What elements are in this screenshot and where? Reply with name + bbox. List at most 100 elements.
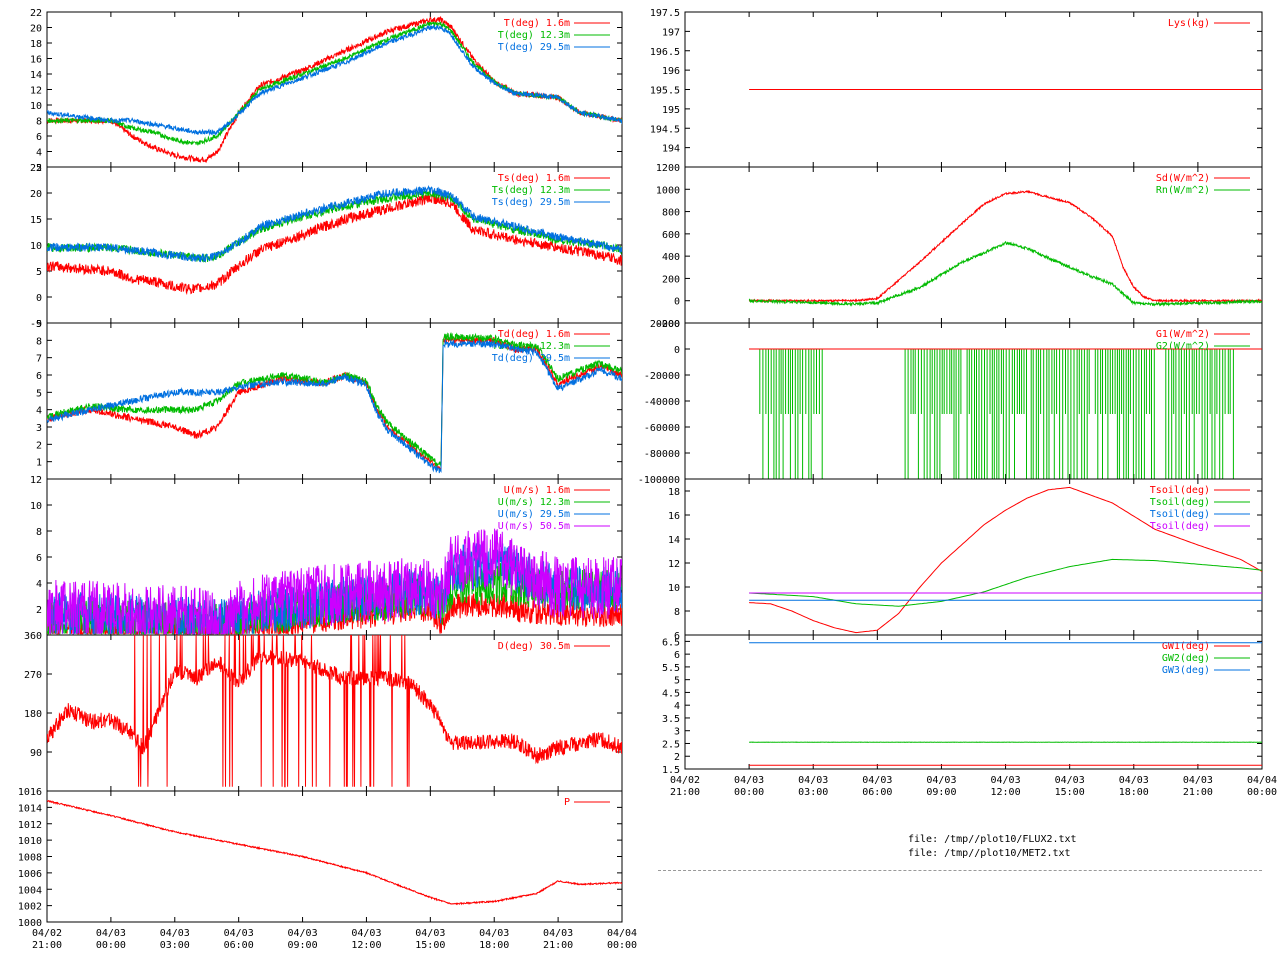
series-line-0	[748, 189, 1262, 304]
series-line-1	[748, 240, 1262, 307]
legend-label: Td(deg) 29.5m	[492, 353, 570, 364]
y-tick-label: 20	[30, 189, 42, 200]
legend-label: Tsoil(deg)	[1150, 485, 1210, 496]
legend-label: Lys(kg)	[1168, 18, 1210, 29]
file-notes: file: /tmp//plot10/FLUX2.txt file: /tmp/…	[908, 833, 1077, 861]
series-line-2	[47, 339, 622, 474]
x-tick-time: 21:00	[1183, 787, 1213, 798]
y-tick-label: 9	[36, 319, 42, 330]
legend-label: G2(W/m^2)	[1156, 341, 1210, 352]
y-tick-label: 197.5	[650, 8, 680, 19]
y-tick-label: 8	[36, 527, 42, 538]
x-tick-time: 03:00	[798, 787, 828, 798]
legend-label: Ts(deg) 12.3m	[492, 185, 570, 196]
y-tick-label: 10	[668, 583, 680, 594]
y-tick-label: 3.5	[662, 714, 680, 725]
y-tick-label: 1002	[18, 902, 42, 913]
x-tick-time: 09:00	[926, 787, 956, 798]
legend-label: Tsoil(deg)	[1150, 497, 1210, 508]
y-tick-label: 10	[30, 241, 42, 252]
x-tick-date: 04/03	[543, 928, 573, 939]
y-tick-label: -5	[30, 319, 42, 330]
y-tick-label: 8	[36, 336, 42, 347]
y-tick-label: 7	[36, 354, 42, 365]
y-tick-label: 15	[30, 215, 42, 226]
x-tick-time: 00:00	[607, 940, 637, 951]
y-tick-label: 1	[36, 458, 42, 469]
series-line-1	[749, 558, 1262, 607]
legend-label: Ts(deg) 29.5m	[492, 197, 570, 208]
y-tick-label: -40000	[644, 397, 680, 408]
y-tick-label: 1000	[18, 918, 42, 929]
y-tick-label: 194.5	[650, 124, 680, 135]
panel-lysimeter: 194 194.5 195 195.5 196 196.5 197 197.5 Lys(kg)	[650, 8, 1263, 168]
x-tick-date: 04/03	[1183, 775, 1213, 786]
x-tick-time: 21:00	[670, 787, 700, 798]
legend-label: Td(deg) 1.6m	[498, 329, 570, 340]
panel-wind-direction: 90 180 270 360 D(deg) 30.5m	[24, 631, 623, 792]
legend-label: Td(deg) 12.3m	[492, 341, 570, 352]
y-tick-label: 600	[662, 230, 680, 241]
y-tick-label: 20	[30, 24, 42, 35]
x-tick-time: 00:00	[734, 787, 764, 798]
y-tick-label: 4	[674, 701, 680, 712]
x-tick-date: 04/03	[415, 928, 445, 939]
y-tick-label: -20000	[644, 371, 680, 382]
series-line-0	[47, 192, 622, 296]
x-tick-date: 04/04	[607, 928, 637, 939]
y-tick-label: 20000	[650, 319, 680, 330]
y-tick-label: 10	[30, 101, 42, 112]
y-tick-label: 5	[36, 267, 42, 278]
x-tick-time: 18:00	[479, 940, 509, 951]
y-tick-label: 16	[668, 511, 680, 522]
y-tick-label: 6	[36, 553, 42, 564]
panel-frame	[46, 790, 623, 923]
legend-label: U(m/s) 12.3m	[498, 497, 570, 508]
series-line-1	[759, 349, 1234, 479]
y-tick-label: 3	[674, 727, 680, 738]
y-tick-label: 270	[24, 670, 42, 681]
y-tick-label: 196.5	[650, 47, 680, 58]
divider	[658, 870, 1262, 871]
legend-label: Ts(deg) 1.6m	[498, 173, 570, 184]
y-tick-label: 22	[30, 8, 42, 19]
y-tick-label: 196	[662, 66, 680, 77]
x-tick-time: 12:00	[991, 787, 1021, 798]
x-tick-date: 04/03	[1055, 775, 1085, 786]
y-tick-label: 5	[36, 388, 42, 399]
legend-label: Rn(W/m^2)	[1156, 185, 1210, 196]
y-tick-label: -80000	[644, 449, 680, 460]
y-tick-label: 18	[30, 39, 42, 50]
y-tick-label: 2	[36, 163, 42, 174]
legend-label: P	[564, 797, 570, 808]
y-tick-label: 4	[36, 148, 42, 159]
y-tick-label: -60000	[644, 423, 680, 434]
x-tick-time: 00:00	[96, 940, 126, 951]
x-tick-date: 04/03	[991, 775, 1021, 786]
x-tick-date: 04/03	[96, 928, 126, 939]
y-tick-label: 1012	[18, 820, 42, 831]
y-tick-label: 1010	[18, 836, 42, 847]
x-tick-time: 15:00	[1055, 787, 1085, 798]
x-tick-time: 15:00	[415, 940, 445, 951]
y-tick-label: 6	[674, 631, 680, 642]
y-tick-label: 25	[30, 163, 42, 174]
x-tick-time: 06:00	[224, 940, 254, 951]
y-tick-label: 1004	[18, 885, 42, 896]
legend-label: Sd(W/m^2)	[1156, 173, 1210, 184]
y-tick-label: 0	[674, 345, 680, 356]
series-line-0	[47, 16, 622, 164]
x-tick-date: 04/02	[32, 928, 62, 939]
panel-frame	[684, 634, 1263, 770]
y-tick-label: 12	[668, 559, 680, 570]
series-line-0	[749, 486, 1262, 634]
y-tick-label: 4.5	[662, 688, 680, 699]
panel-ground-heat-flux: -100000 -80000 -60000 -40000 -20000 0 20000 G1(…	[638, 319, 1263, 486]
y-tick-label: 800	[662, 208, 680, 219]
y-tick-label: -200	[656, 319, 680, 330]
y-tick-label: 8	[36, 117, 42, 128]
x-tick-date: 04/03	[160, 928, 190, 939]
